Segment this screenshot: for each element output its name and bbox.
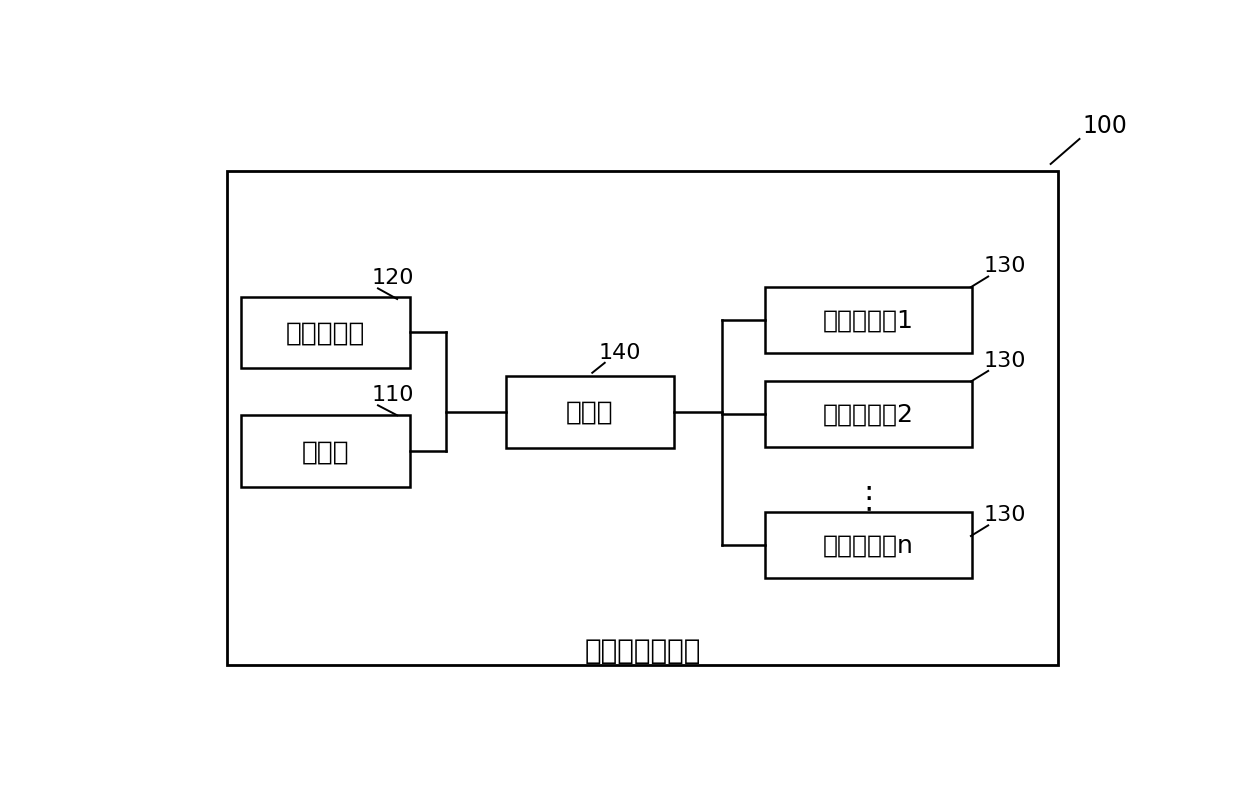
Bar [242, 297, 409, 369]
Text: 100: 100 [1083, 114, 1127, 138]
Text: ⋮: ⋮ [853, 483, 884, 513]
Text: 110: 110 [371, 384, 414, 405]
Text: 公交车收费系统: 公交车收费系统 [585, 636, 702, 664]
Bar [506, 376, 675, 448]
Text: 读卡器: 读卡器 [301, 439, 350, 465]
Text: 刷卡摄像头: 刷卡摄像头 [286, 320, 366, 346]
Text: 定位摄像头2: 定位摄像头2 [823, 402, 914, 427]
Text: 处理器: 处理器 [565, 399, 614, 425]
Bar [765, 381, 972, 447]
Text: 定位摄像头n: 定位摄像头n [823, 534, 914, 557]
Text: 定位摄像头1: 定位摄像头1 [823, 308, 914, 333]
Bar [765, 288, 972, 354]
Bar [227, 172, 1058, 666]
Text: 130: 130 [983, 504, 1025, 525]
Text: 140: 140 [599, 342, 641, 362]
Text: 130: 130 [983, 350, 1025, 370]
Text: 130: 130 [983, 256, 1025, 276]
Text: 120: 120 [371, 268, 414, 288]
Bar [765, 513, 972, 578]
Bar [242, 416, 409, 487]
